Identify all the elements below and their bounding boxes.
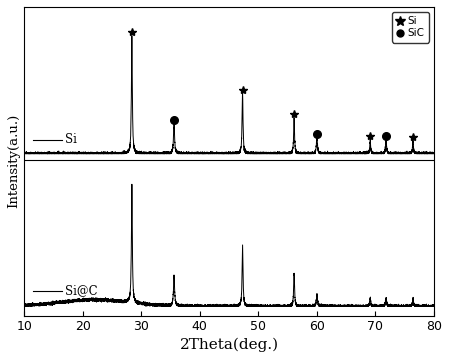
Y-axis label: Intensity(a.u.): Intensity(a.u.) [7,114,20,209]
Text: Si: Si [65,133,77,146]
X-axis label: 2Theta(deg.): 2Theta(deg.) [180,338,279,352]
Legend: Si, SiC: Si, SiC [392,12,429,43]
Text: Si@C: Si@C [65,284,98,298]
